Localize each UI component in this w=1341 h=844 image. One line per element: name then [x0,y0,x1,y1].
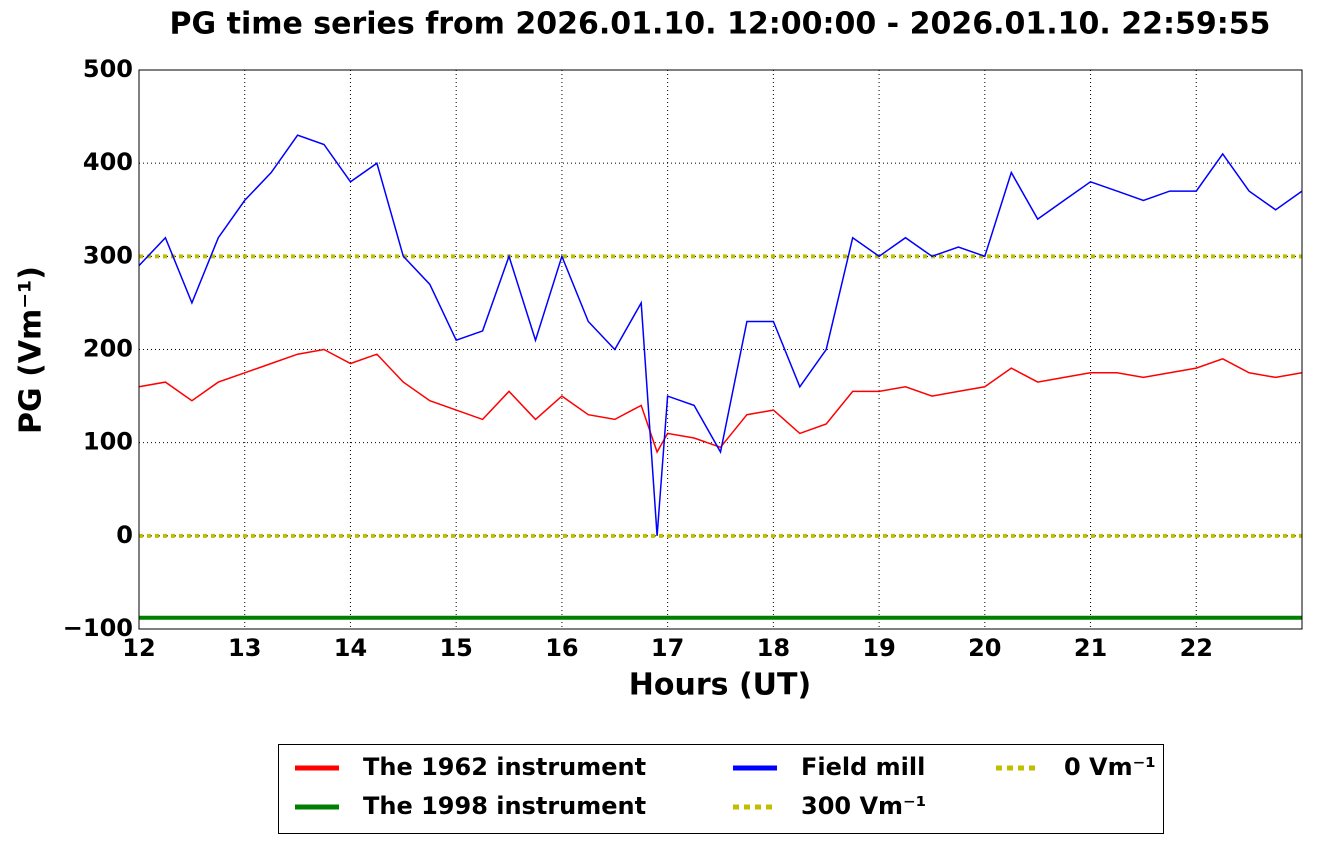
x-tick-label: 15 [439,634,472,662]
x-tick-label: 17 [651,634,684,662]
x-tick-label: 21 [1074,634,1107,662]
x-tick-label: 16 [545,634,578,662]
y-axis-label: PG (Vm⁻¹) [14,266,49,434]
legend-label: Field mill [801,753,925,781]
x-tick-label: 18 [757,634,790,662]
chart-title: PG time series from 2026.01.10. 12:00:00… [170,7,1271,42]
y-tick-label: 500 [83,55,133,83]
y-tick-label: 0 [116,521,133,549]
y-tick-label: 100 [83,428,133,456]
x-tick-label: 19 [862,634,895,662]
legend-label: The 1962 instrument [363,753,646,781]
plot-frame [138,69,1303,630]
legend [278,744,1164,834]
y-tick-label: 300 [83,241,133,269]
legend-label: 300 Vm⁻¹ [801,792,926,820]
x-axis-label: Hours (UT) [629,668,811,703]
y-tick-label: 200 [83,335,133,363]
x-tick-label: 12 [122,634,155,662]
x-tick-label: 14 [334,634,367,662]
series-line [138,134,1303,536]
legend-label: 0 Vm⁻¹ [1064,753,1156,781]
y-tick-label: −100 [63,614,133,642]
legend-label: The 1998 instrument [363,792,646,820]
series-line [138,348,1303,454]
y-tick-label: 400 [83,148,133,176]
x-tick-label: 22 [1180,634,1213,662]
x-tick-label: 20 [968,634,1001,662]
x-tick-label: 13 [228,634,261,662]
